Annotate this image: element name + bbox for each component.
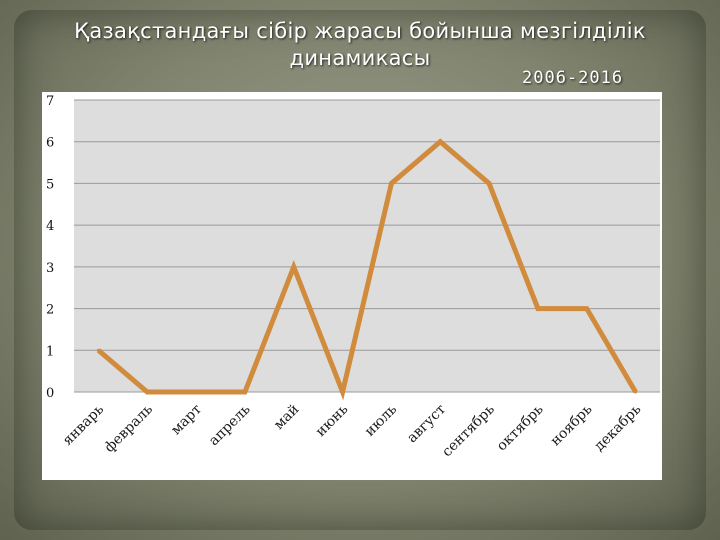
y-axis-ticks: 0 1 2 3 4 5 6 7 — [46, 94, 54, 401]
data-point — [243, 390, 247, 394]
data-point — [389, 181, 393, 185]
plot-area — [74, 100, 660, 392]
y-tick-label: 0 — [46, 386, 54, 401]
y-tick-label: 2 — [46, 303, 54, 318]
slide-title: Қазақстандағы сібір жарасы бойынша мезгі… — [40, 18, 680, 72]
year-range: 2006-2016 — [522, 68, 624, 88]
title-line-1: Қазақстандағы сібір жарасы бойынша мезгі… — [74, 19, 646, 43]
series-line — [96, 138, 638, 401]
grid-lines — [74, 99, 660, 393]
title-line-2: динамикасы — [289, 46, 431, 70]
data-point — [438, 140, 442, 144]
y-tick-label: 4 — [46, 219, 54, 234]
y-tick-label: 6 — [46, 136, 54, 151]
data-point — [341, 390, 345, 394]
y-tick-label: 3 — [46, 261, 54, 276]
data-point — [634, 390, 638, 394]
data-point — [487, 181, 491, 185]
data-point — [292, 265, 296, 269]
data-point — [585, 307, 589, 311]
data-point — [145, 390, 149, 394]
data-point — [96, 348, 100, 352]
y-tick-label: 1 — [46, 344, 54, 359]
data-point — [536, 307, 540, 311]
data-point — [194, 390, 198, 394]
y-tick-label: 7 — [46, 94, 54, 109]
y-tick-label: 5 — [46, 177, 54, 192]
data-points — [96, 140, 638, 394]
